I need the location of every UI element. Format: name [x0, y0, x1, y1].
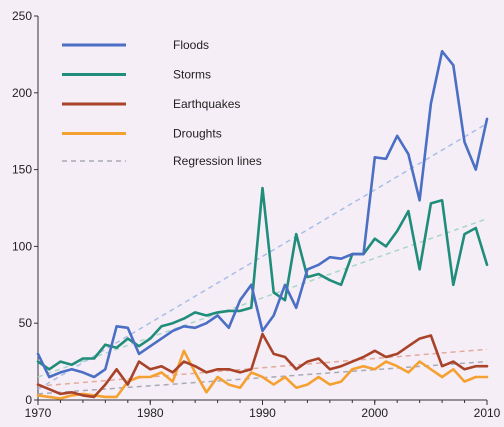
- legend-label-floods: Floods: [173, 38, 209, 52]
- x-tick-label-1970: 1970: [25, 406, 52, 420]
- x-tick-label-2000: 2000: [361, 406, 388, 420]
- x-tick-label-2010: 2010: [474, 406, 501, 420]
- y-tick-label-250: 250: [12, 9, 32, 23]
- legend-label-regression-lines: Regression lines: [173, 154, 262, 168]
- regression-line-storms: [37, 218, 488, 378]
- plot-area: 0 50 100 150 200 250 1970 1980 1990 2000 2010 Flood…: [12, 9, 501, 420]
- series-line-earthquakes: [36, 332, 489, 399]
- legend-label-droughts: Droughts: [173, 127, 222, 141]
- regression-line-earthquakes: [37, 348, 488, 387]
- series-line-droughts: [36, 349, 489, 400]
- y-tick-label-200: 200: [12, 86, 32, 100]
- legend-label-earthquakes: Earthquakes: [173, 97, 240, 111]
- y-tick-label-100: 100: [12, 239, 32, 253]
- legend: Floods Storms Earthquakes Droughts Regressio…: [62, 38, 262, 168]
- legend-label-storms: Storms: [173, 68, 211, 82]
- y-tick-label-150: 150: [12, 163, 32, 177]
- y-tick-label-50: 50: [19, 316, 33, 330]
- series-line-storms: [36, 186, 489, 371]
- x-tick-label-1980: 1980: [137, 406, 164, 420]
- x-tick-label-1990: 1990: [249, 406, 276, 420]
- series-line-floods: [36, 49, 489, 379]
- y-tick-label-0: 0: [25, 393, 32, 407]
